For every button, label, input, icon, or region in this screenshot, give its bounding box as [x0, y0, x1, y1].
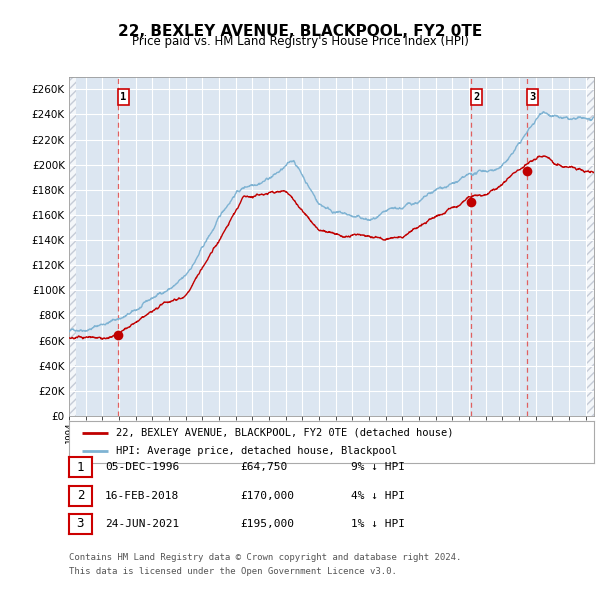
Text: 1: 1 [77, 461, 84, 474]
Text: £64,750: £64,750 [240, 463, 287, 472]
Text: Contains HM Land Registry data © Crown copyright and database right 2024.
This d: Contains HM Land Registry data © Crown c… [69, 553, 461, 576]
Text: 2: 2 [77, 489, 84, 502]
Text: 05-DEC-1996: 05-DEC-1996 [105, 463, 179, 472]
Text: 3: 3 [530, 92, 536, 102]
Text: £170,000: £170,000 [240, 491, 294, 500]
Text: 22, BEXLEY AVENUE, BLACKPOOL, FY2 0TE: 22, BEXLEY AVENUE, BLACKPOOL, FY2 0TE [118, 24, 482, 38]
Text: 1: 1 [120, 92, 127, 102]
Text: HPI: Average price, detached house, Blackpool: HPI: Average price, detached house, Blac… [116, 446, 398, 456]
Text: 22, BEXLEY AVENUE, BLACKPOOL, FY2 0TE (detached house): 22, BEXLEY AVENUE, BLACKPOOL, FY2 0TE (d… [116, 428, 454, 438]
Text: 2: 2 [473, 92, 480, 102]
Text: 1% ↓ HPI: 1% ↓ HPI [351, 519, 405, 529]
Text: 16-FEB-2018: 16-FEB-2018 [105, 491, 179, 500]
Text: 24-JUN-2021: 24-JUN-2021 [105, 519, 179, 529]
Text: £195,000: £195,000 [240, 519, 294, 529]
Text: 9% ↓ HPI: 9% ↓ HPI [351, 463, 405, 472]
Text: 3: 3 [77, 517, 84, 530]
Text: Price paid vs. HM Land Registry's House Price Index (HPI): Price paid vs. HM Land Registry's House … [131, 35, 469, 48]
Text: 4% ↓ HPI: 4% ↓ HPI [351, 491, 405, 500]
